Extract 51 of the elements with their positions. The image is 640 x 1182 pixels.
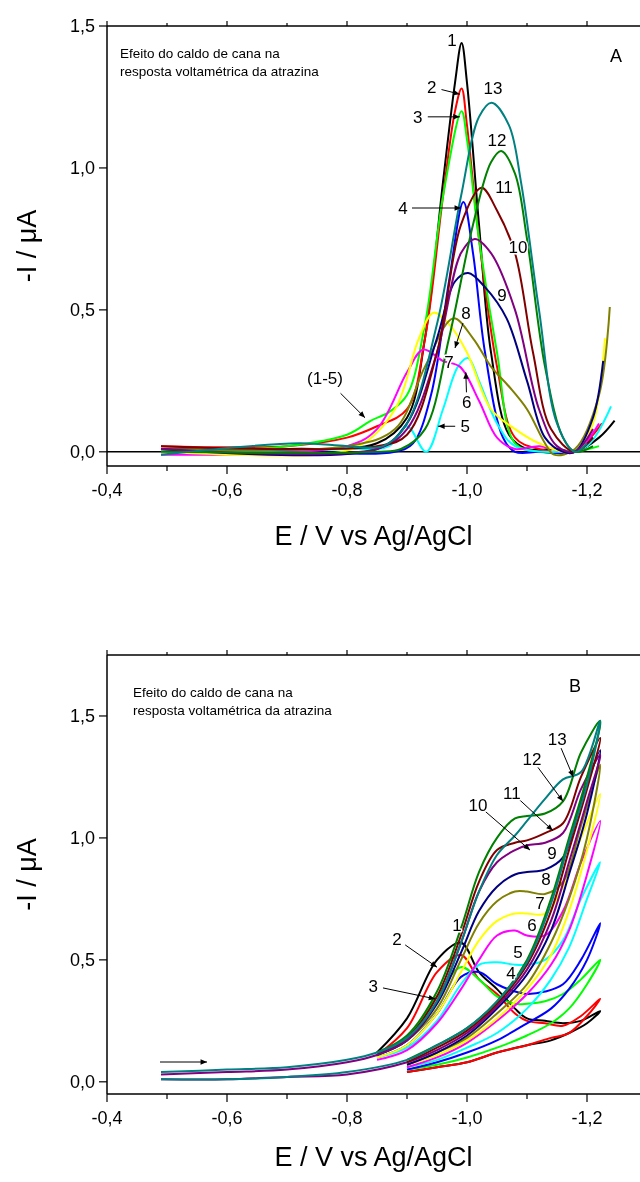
x-tick-label: -1,0	[451, 1108, 483, 1128]
annotation: 5	[460, 417, 470, 437]
y-axis-title: -I / μA	[12, 209, 42, 283]
annotation: 8	[541, 870, 551, 889]
annotation: 2	[392, 930, 402, 950]
x-axis-title: E / V vs Ag/AgCl	[274, 521, 473, 551]
annotation: 4	[398, 199, 408, 218]
y-tick-label: 0,5	[69, 299, 95, 320]
y-tick-label: 0,0	[69, 1071, 95, 1092]
y-tick-label: 0,5	[69, 949, 95, 970]
y-tick-label: 1,5	[69, 16, 95, 36]
x-tick-label: -0,8	[331, 1108, 363, 1128]
y-tick-label: 1,0	[69, 827, 95, 848]
x-tick-label: -0,6	[211, 1108, 243, 1128]
y-tick-label: 1,5	[69, 705, 95, 726]
x-tick-label: -0,8	[331, 480, 363, 500]
y-tick-label: 0,0	[69, 441, 95, 462]
annotation: (1-5)	[307, 368, 343, 388]
x-tick-label: -0,6	[211, 480, 243, 500]
y-tick-label: 1,0	[69, 157, 95, 178]
annotation: 9	[547, 844, 557, 863]
annotation: 11	[495, 178, 513, 197]
x-tick-label: -0,4	[91, 1108, 123, 1128]
annotation: 6	[527, 916, 537, 935]
y-axis-title: -I / μA	[12, 838, 42, 911]
annotation: 10	[468, 796, 488, 816]
annotation: 5	[513, 943, 523, 962]
annotation: 9	[497, 286, 507, 305]
x-axis-title: E / V vs Ag/AgCl	[274, 1142, 473, 1172]
annotation: Efeito do caldo de cana na resposta voltamétrica da atrazina	[120, 46, 320, 79]
annotation: B	[568, 676, 582, 696]
annotation: Efeito do caldo de cana na resposta voltamétrica da atrazina	[133, 685, 333, 718]
x-tick-label: -0,4	[91, 480, 123, 500]
x-tick-label: -1,2	[571, 480, 603, 500]
annotation: 8	[461, 304, 471, 323]
annotation: 7	[535, 894, 545, 913]
annotation: 13	[547, 729, 567, 749]
annotation: 2	[427, 78, 437, 98]
annotation: 3	[413, 107, 423, 127]
annotation: 11	[502, 783, 521, 803]
annotation: 12	[487, 131, 507, 150]
x-tick-label: -1,2	[571, 1108, 603, 1128]
annotation: 13	[483, 79, 503, 98]
x-tick-label: -1,0	[451, 480, 483, 500]
annotation: 12	[522, 750, 542, 770]
annotation: 1	[452, 916, 462, 935]
annotation: 4	[506, 964, 516, 983]
annotation: A	[609, 46, 623, 66]
annotation: 1	[447, 31, 457, 50]
annotation: 6	[462, 393, 472, 413]
annotation: 3	[368, 976, 378, 996]
